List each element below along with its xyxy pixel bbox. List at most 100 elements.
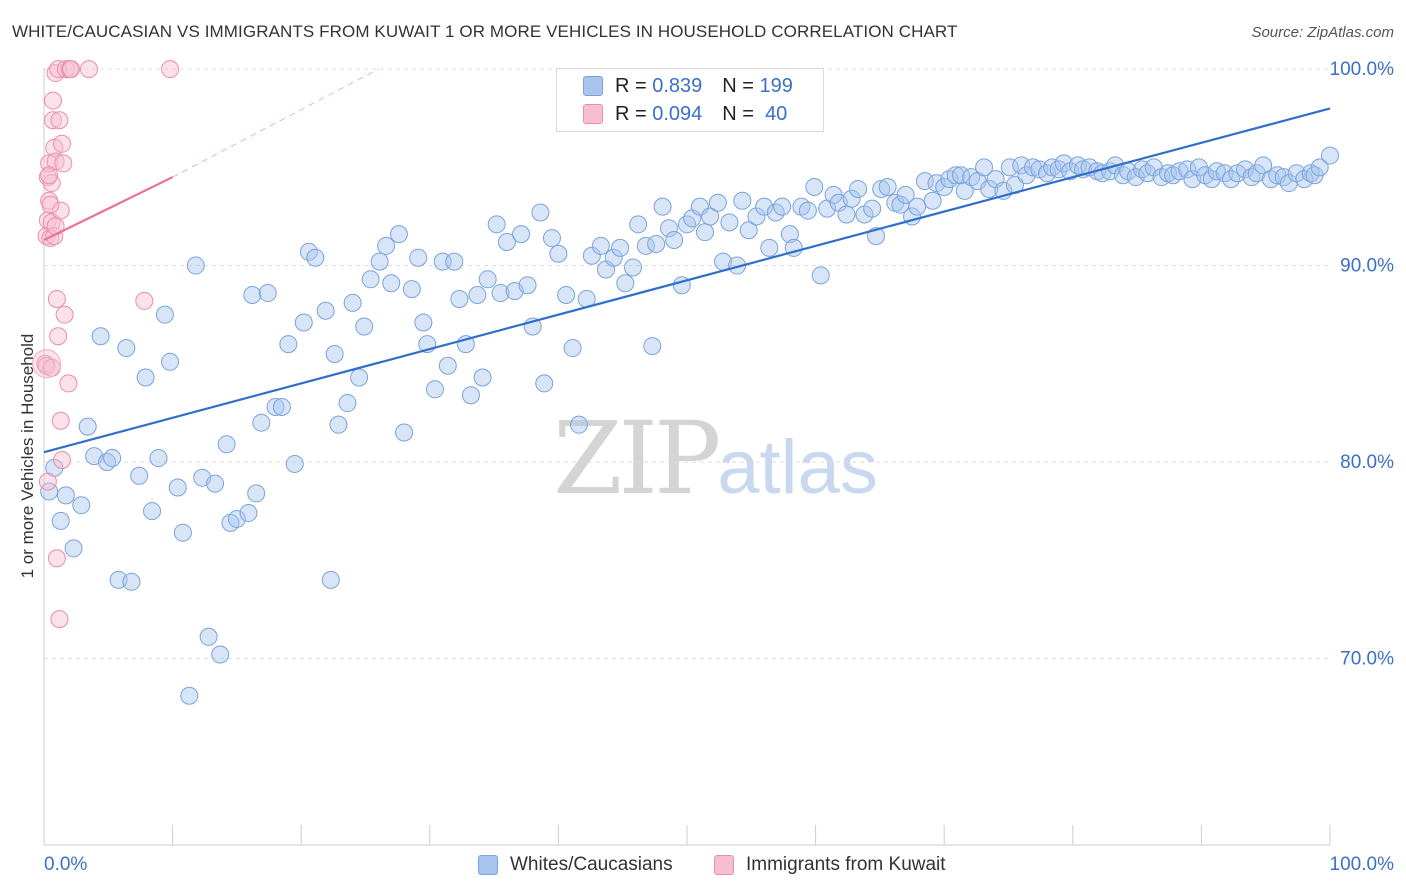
point-white[interactable] — [798, 201, 817, 220]
point-white[interactable] — [91, 327, 110, 346]
point-white[interactable] — [975, 158, 994, 177]
point-white[interactable] — [1012, 156, 1031, 175]
point-kuwait[interactable] — [54, 154, 73, 173]
point-white[interactable] — [266, 397, 285, 416]
point-white[interactable] — [329, 415, 348, 434]
point-white[interactable] — [78, 417, 97, 436]
point-white[interactable] — [478, 270, 497, 289]
point-white[interactable] — [665, 231, 684, 250]
point-white[interactable] — [805, 177, 824, 196]
point-white[interactable] — [591, 236, 610, 255]
point-white[interactable] — [896, 185, 915, 204]
point-kuwait[interactable] — [62, 60, 81, 79]
point-white[interactable] — [445, 252, 464, 271]
point-white[interactable] — [531, 203, 550, 222]
point-white[interactable] — [780, 225, 799, 244]
point-white[interactable] — [616, 274, 635, 293]
point-kuwait[interactable] — [161, 60, 180, 79]
point-white[interactable] — [72, 496, 91, 515]
point-white[interactable] — [1043, 158, 1062, 177]
point-white[interactable] — [206, 474, 225, 493]
point-white[interactable] — [863, 199, 882, 218]
point-white[interactable] — [425, 380, 444, 399]
point-white[interactable] — [227, 509, 246, 528]
point-white[interactable] — [316, 301, 335, 320]
point-white[interactable] — [402, 280, 421, 299]
point-white[interactable] — [239, 504, 258, 523]
point-white[interactable] — [811, 266, 830, 285]
point-white[interactable] — [199, 627, 218, 646]
point-white[interactable] — [461, 386, 480, 405]
point-white[interactable] — [338, 394, 357, 413]
point-white[interactable] — [557, 286, 576, 305]
point-white[interactable] — [1207, 162, 1226, 181]
point-white[interactable] — [720, 213, 739, 232]
point-white[interactable] — [343, 293, 362, 312]
point-white[interactable] — [563, 339, 582, 358]
point-white[interactable] — [549, 244, 568, 263]
point-white[interactable] — [1038, 164, 1057, 183]
point-white[interactable] — [409, 248, 428, 267]
point-white[interactable] — [130, 466, 149, 485]
point-white[interactable] — [473, 368, 492, 387]
point-white[interactable] — [708, 193, 727, 212]
point-white[interactable] — [155, 305, 174, 324]
point-kuwait[interactable] — [38, 472, 57, 491]
point-white[interactable] — [837, 205, 856, 224]
point-white[interactable] — [582, 246, 601, 265]
point-white[interactable] — [247, 484, 266, 503]
point-white[interactable] — [647, 234, 666, 253]
point-white[interactable] — [161, 352, 180, 371]
point-kuwait[interactable] — [47, 549, 66, 568]
point-white[interactable] — [51, 511, 70, 530]
point-kuwait[interactable] — [135, 291, 154, 310]
point-white[interactable] — [643, 337, 662, 356]
point-white[interactable] — [542, 229, 561, 248]
point-white[interactable] — [604, 248, 623, 267]
point-white[interactable] — [438, 356, 457, 375]
point-kuwait[interactable] — [53, 451, 72, 470]
point-white[interactable] — [389, 225, 408, 244]
point-white[interactable] — [285, 454, 304, 473]
point-white[interactable] — [149, 449, 168, 468]
point-white[interactable] — [279, 335, 298, 354]
point-white[interactable] — [180, 686, 199, 705]
point-white[interactable] — [168, 478, 187, 497]
point-white[interactable] — [395, 423, 414, 442]
point-kuwait[interactable] — [41, 195, 60, 214]
point-white[interactable] — [773, 197, 792, 216]
point-white[interactable] — [122, 572, 141, 591]
point-white[interactable] — [701, 207, 720, 226]
point-kuwait[interactable] — [50, 111, 69, 130]
point-white[interactable] — [1049, 160, 1068, 179]
point-white[interactable] — [980, 179, 999, 198]
point-white[interactable] — [1321, 146, 1339, 165]
point-white[interactable] — [497, 232, 516, 251]
point-kuwait[interactable] — [50, 610, 69, 629]
point-white[interactable] — [696, 223, 715, 242]
point-white[interactable] — [217, 435, 236, 454]
point-white[interactable] — [306, 248, 325, 267]
point-white[interactable] — [915, 172, 934, 191]
point-white[interactable] — [450, 289, 469, 308]
point-white[interactable] — [747, 207, 766, 226]
point-white[interactable] — [842, 189, 861, 208]
legend-item-kuwait[interactable]: Immigrants from Kuwait — [714, 852, 946, 878]
point-kuwait[interactable] — [44, 91, 63, 110]
point-kuwait[interactable] — [51, 411, 70, 430]
point-white[interactable] — [56, 486, 75, 505]
point-white[interactable] — [321, 570, 340, 589]
point-white[interactable] — [355, 317, 374, 336]
point-white[interactable] — [173, 523, 192, 542]
point-white[interactable] — [629, 215, 648, 234]
point-white[interactable] — [382, 274, 401, 293]
point-white[interactable] — [659, 219, 678, 238]
point-white[interactable] — [258, 284, 277, 303]
legend-item-whites[interactable]: Whites/Caucasians — [478, 852, 673, 878]
point-white[interactable] — [377, 236, 396, 255]
point-white[interactable] — [733, 191, 752, 210]
point-white[interactable] — [923, 191, 942, 210]
point-white[interactable] — [64, 539, 83, 558]
point-white[interactable] — [849, 179, 868, 198]
point-white[interactable] — [491, 284, 510, 303]
